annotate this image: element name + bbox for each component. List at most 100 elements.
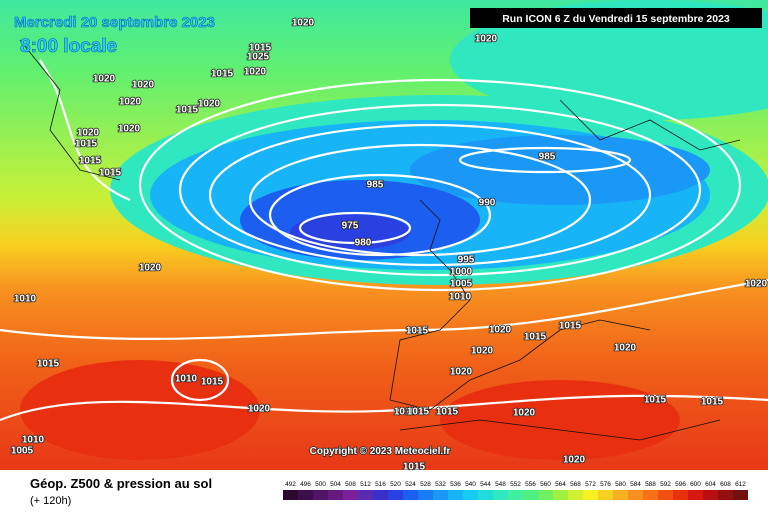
isobar-label: 1015 <box>37 359 60 370</box>
isobar-label: 1020 <box>248 404 271 415</box>
isobar-label: 1010 <box>449 292 472 303</box>
isobar-label: 1015 <box>559 321 582 332</box>
isobar-label: 1020 <box>489 325 512 336</box>
copyright: Copyright © 2023 Meteociel.fr <box>310 446 451 457</box>
legend-swatch <box>553 490 568 500</box>
isobar-label: 1020 <box>745 279 768 290</box>
isobar-label: 1005 <box>11 446 34 457</box>
isobar-label: 985 <box>367 180 384 191</box>
legend-swatch <box>478 490 493 500</box>
isobar-label: 1020 <box>475 34 498 45</box>
legend-swatch <box>703 490 718 500</box>
legend-swatch <box>343 490 358 500</box>
isobar-label: 1010 <box>394 407 417 418</box>
legend-swatch <box>388 490 403 500</box>
forecast-date: Mercredi 20 septembre 2023 <box>14 14 215 31</box>
legend-label: 564 <box>555 481 566 488</box>
legend-swatch <box>628 490 643 500</box>
isobar-label: 1020 <box>77 128 100 139</box>
legend-label: 552 <box>510 481 521 488</box>
isobar-label: 1020 <box>198 99 221 110</box>
isobar-label: 1000 <box>450 267 473 278</box>
legend-swatch <box>643 490 658 500</box>
legend-swatch <box>688 490 703 500</box>
legend-label: 576 <box>600 481 611 488</box>
isobar-label: 1015 <box>644 395 667 406</box>
isobar-label: 1015 <box>79 156 102 167</box>
isobar-label: 1020 <box>139 263 162 274</box>
legend-swatch <box>418 490 433 500</box>
isobar-label: 1020 <box>244 67 267 78</box>
isobar-label: 1015 <box>407 407 430 418</box>
legend-swatch <box>523 490 538 500</box>
legend-label: 544 <box>480 481 491 488</box>
legend-label: 496 <box>300 481 311 488</box>
isobar-label: 1015 <box>524 332 547 343</box>
legend-label: 560 <box>540 481 551 488</box>
legend-swatch <box>538 490 553 500</box>
legend-label: 600 <box>690 481 701 488</box>
legend-label: 532 <box>435 481 446 488</box>
isobar-label: 975 <box>342 221 359 232</box>
legend-label: 612 <box>735 481 746 488</box>
isobar-label: 980 <box>355 238 372 249</box>
legend-label: 516 <box>375 481 386 488</box>
isobar-label: 1020 <box>132 80 155 91</box>
run-box <box>470 8 762 28</box>
isobar-label: 1015 <box>701 397 724 408</box>
forecast-time: 8:00 locale <box>20 36 117 57</box>
isobar-label: 1025 <box>247 52 270 63</box>
isobar-label: 1020 <box>292 18 315 29</box>
isobar-label: 1020 <box>119 97 142 108</box>
legend-swatch <box>733 490 748 500</box>
isobar-label: 1015 <box>99 168 122 179</box>
isobar-label: 1015 <box>211 69 234 80</box>
isobar-label: 1010 <box>175 374 198 385</box>
isobar-label: 1015 <box>75 139 98 150</box>
legend-swatch <box>328 490 343 500</box>
legend-swatch <box>583 490 598 500</box>
legend-label: 608 <box>720 481 731 488</box>
footer-title: Géop. Z500 & pression au sol <box>30 476 212 491</box>
legend-swatch <box>373 490 388 500</box>
isobar-label: 1015 <box>436 407 459 418</box>
isobar-label: 1020 <box>563 455 586 466</box>
isobar-label: 1020 <box>450 367 473 378</box>
legend-label: 536 <box>450 481 461 488</box>
isobar-label: 1010 <box>22 435 45 446</box>
footer-subtitle: (+ 120h) <box>30 495 71 507</box>
isobar-label: 995 <box>458 255 475 266</box>
legend-label: 588 <box>645 481 656 488</box>
legend-swatch <box>358 490 373 500</box>
isobar-label: 1020 <box>93 74 116 85</box>
coastlines <box>19 39 741 441</box>
legend-label: 520 <box>390 481 401 488</box>
legend-label: 540 <box>465 481 476 488</box>
legend-label: 604 <box>705 481 716 488</box>
legend-swatch <box>283 490 298 500</box>
isobar-label: 1020 <box>513 408 536 419</box>
legend-label: 584 <box>630 481 641 488</box>
legend-label: 508 <box>345 481 356 488</box>
legend-label: 572 <box>585 481 596 488</box>
legend-label: 500 <box>315 481 326 488</box>
legend-swatch <box>598 490 613 500</box>
isobar-label: 1005 <box>450 279 473 290</box>
legend-label: 528 <box>420 481 431 488</box>
isobars <box>0 59 768 422</box>
legend-swatch <box>298 490 313 500</box>
legend-swatch <box>658 490 673 500</box>
isobar-label: 1020 <box>118 124 141 135</box>
legend-label: 512 <box>360 481 371 488</box>
isobar-label: 985 <box>539 152 556 163</box>
isobar-label: 1015 <box>201 377 224 388</box>
legend-label: 492 <box>285 481 296 488</box>
legend-swatch <box>313 490 328 500</box>
legend-swatch <box>718 490 733 500</box>
legend-label: 548 <box>495 481 506 488</box>
legend-label: 580 <box>615 481 626 488</box>
legend-swatch <box>508 490 523 500</box>
legend-swatch <box>568 490 583 500</box>
legend-label: 504 <box>330 481 341 488</box>
